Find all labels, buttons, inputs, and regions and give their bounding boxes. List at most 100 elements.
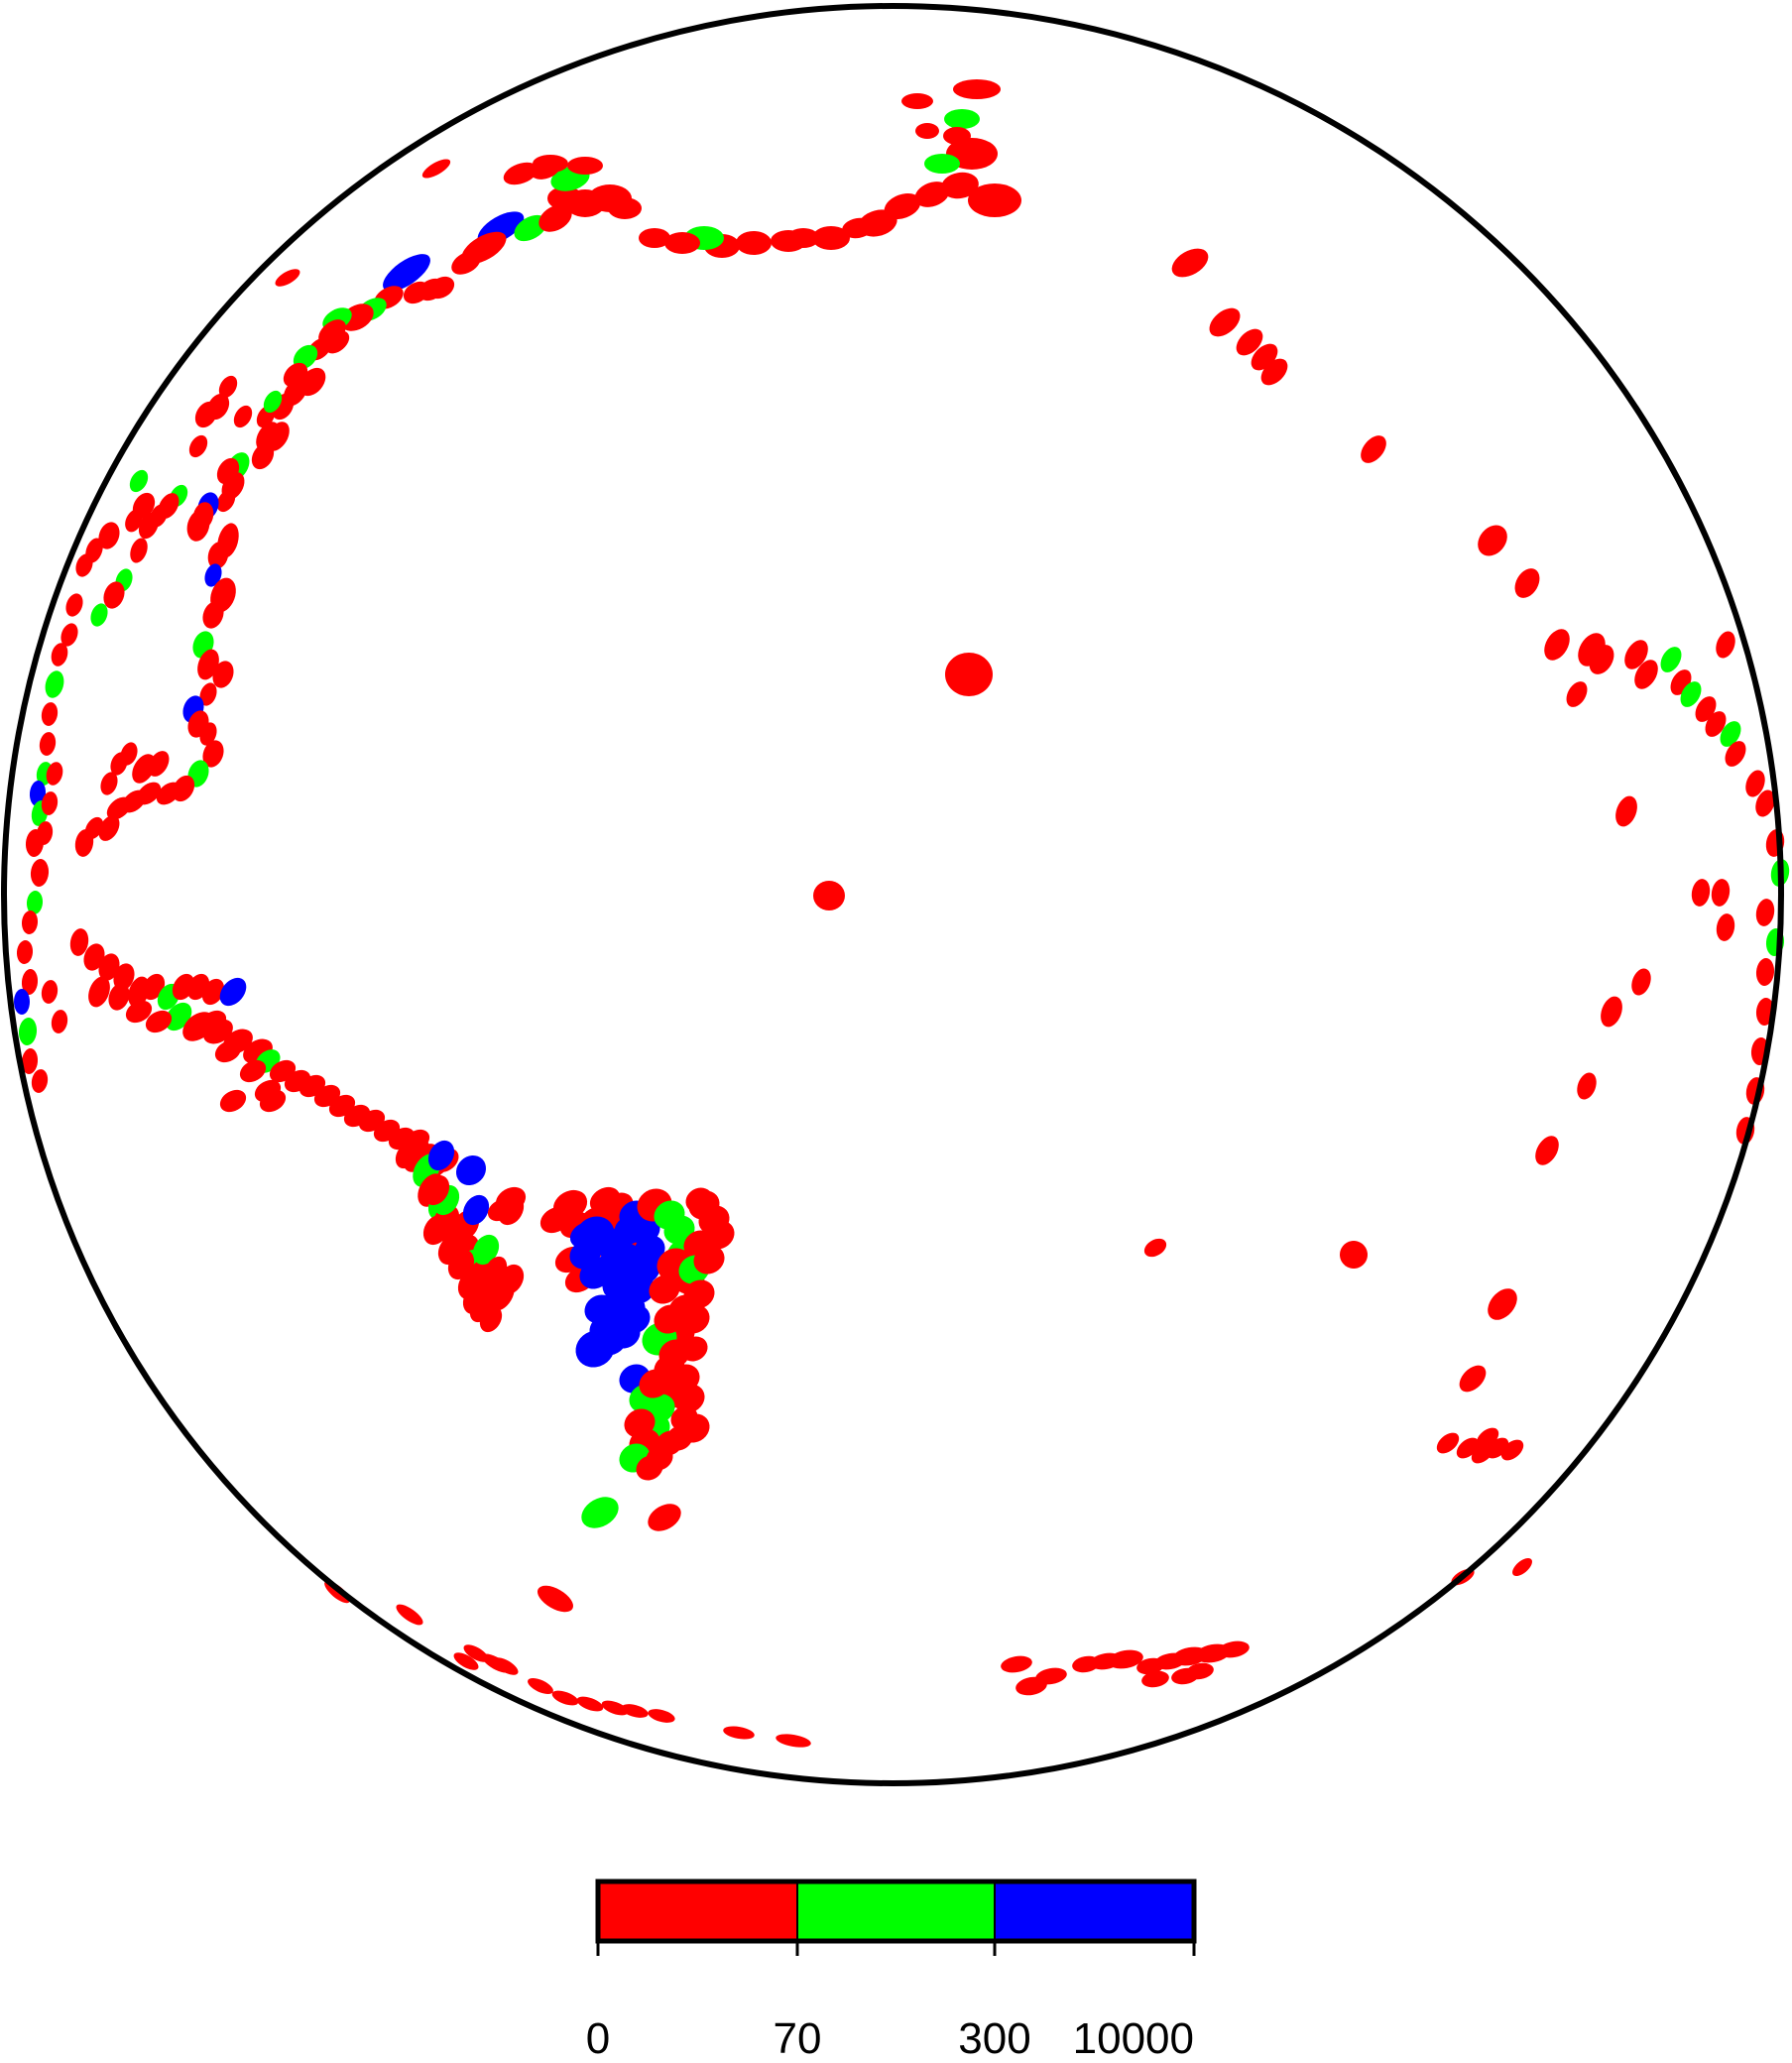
earthquake-marker-shallow (108, 983, 130, 1011)
earthquake-marker-shallow (156, 782, 181, 805)
earthquake-marker-shallow (148, 751, 170, 777)
earthquake-marker-shallow (1624, 640, 1648, 669)
earthquake-marker-intermediate (1660, 647, 1682, 672)
earthquake-marker-shallow (216, 489, 236, 513)
colorbar-segment-0-70 (598, 1881, 797, 1941)
earthquake-marker-shallow (1755, 789, 1775, 817)
earthquake-marker-intermediate (263, 390, 283, 414)
earthquake-marker-shallow (1634, 660, 1658, 689)
earthquake-marker-deep (455, 1154, 487, 1186)
earthquake-marker-shallow (51, 643, 68, 667)
earthquake-marker-shallow (1476, 1427, 1499, 1449)
earthquake-marker-shallow (673, 1384, 705, 1413)
earthquake-marker-shallow (31, 1069, 49, 1093)
earthquake-marker-shallow (194, 401, 218, 428)
earthquake-marker-shallow (494, 1266, 518, 1293)
earthquake-marker-shallow (901, 93, 933, 109)
earthquake-marker-shallow (219, 1089, 247, 1113)
earthquake-marker-shallow (812, 226, 850, 250)
earthquake-marker-shallow (84, 816, 104, 840)
earthquake-marker-shallow (65, 593, 83, 617)
earthquake-marker-intermediate (165, 1002, 192, 1032)
earthquake-marker-intermediate (581, 1497, 619, 1528)
earthquake-marker-shallow (1514, 568, 1540, 598)
earthquake-marker-shallow (658, 1339, 690, 1369)
earthquake-marker-shallow (125, 1000, 153, 1024)
earthquake-marker-shallow (138, 512, 160, 540)
earthquake-marker-shallow (421, 159, 451, 179)
earthquake-marker-shallow (88, 976, 110, 1008)
earthquake-marker-shallow (1015, 1676, 1047, 1696)
earthquake-marker-shallow (648, 1504, 681, 1531)
earthquake-marker-shallow (1186, 1662, 1214, 1680)
earthquake-marker-shallow (941, 172, 979, 199)
earthquake-marker-shallow (576, 1696, 604, 1712)
earthquake-marker-shallow (324, 330, 350, 354)
earthquake-marker-shallow (1535, 1136, 1559, 1165)
earthquake-marker-shallow (538, 204, 572, 232)
earthquake-marker-shallow (1711, 879, 1731, 907)
earthquake-marker-shallow (21, 910, 39, 934)
earthquake-marker-shallow (463, 1644, 489, 1662)
earthquake-marker-shallow (188, 434, 208, 458)
earthquake-marker-shallow (396, 1604, 423, 1626)
earthquake-marker-shallow (214, 1039, 242, 1063)
earthquake-marker-shallow (1143, 1238, 1167, 1258)
globe-outline (1, 3, 1784, 1786)
earthquake-marker-shallow (1716, 631, 1735, 659)
earthquake-marker-shallow (125, 509, 143, 533)
earthquake-marker-shallow (1615, 795, 1637, 827)
earthquake-marker-shallow (624, 1408, 656, 1438)
earthquake-marker-shallow (621, 1704, 649, 1718)
earthquake-marker-intermediate (1720, 721, 1741, 747)
earthquake-marker-intermediate (18, 1018, 38, 1045)
earthquake-marker-shallow (422, 1174, 450, 1206)
earthquake-marker-shallow (395, 1142, 418, 1169)
colorbar-segment-300-10000 (995, 1881, 1194, 1941)
earthquake-marker-shallow (41, 791, 59, 815)
earthquake-marker-shallow (30, 859, 50, 887)
earthquake-marker-shallow (771, 230, 806, 252)
earthquake-marker-shallow (239, 1059, 267, 1083)
earthquake-marker-shallow (487, 1198, 515, 1222)
earthquake-marker-intermediate (924, 154, 960, 174)
earthquake-marker-shallow (46, 762, 63, 786)
earthquake-marker-intermediate (514, 214, 547, 242)
earthquake-marker-deep (29, 781, 47, 806)
earthquake-marker-shallow (945, 653, 993, 696)
earthquake-marker-shallow (186, 510, 210, 542)
earthquake-marker-shallow (453, 1652, 479, 1670)
earthquake-marker-deep (599, 1304, 631, 1334)
earthquake-marker-shallow (199, 722, 217, 746)
earthquake-marker-shallow (145, 1010, 173, 1033)
earthquake-marker-shallow (664, 232, 700, 254)
colorbar-tick-label: 300 (958, 2014, 1030, 2058)
earthquake-marker-shallow (649, 1274, 680, 1304)
earthquake-marker-shallow (953, 79, 1001, 99)
earthquake-marker-shallow (21, 969, 39, 995)
earthquake-marker-shallow (636, 1455, 663, 1481)
earthquake-marker-shallow (639, 1369, 670, 1398)
earthquake-marker-shallow (654, 1304, 685, 1334)
colorbar-tick-label: 0 (586, 2014, 610, 2058)
earthquake-marker-shallow (202, 740, 224, 768)
earthquake-marker-shallow (60, 623, 78, 647)
earthquake-marker-shallow (915, 123, 939, 139)
colorbar-frame (595, 1879, 1197, 1944)
earthquake-marker-shallow (199, 1010, 227, 1033)
earthquake-marker-shallow (132, 754, 156, 784)
earthquake-marker-deep (624, 1274, 656, 1304)
earthquake-marker-shallow (98, 953, 120, 981)
earthquake-marker-shallow (1209, 307, 1241, 337)
earthquake-marker-shallow (528, 1677, 553, 1695)
earthquake-marker-shallow (1577, 1072, 1597, 1100)
earthquake-marker-intermediate (26, 891, 44, 914)
earthquake-marker-shallow (1136, 1657, 1164, 1675)
earthquake-marker-shallow (1340, 1241, 1368, 1269)
earthquake-events (14, 79, 1790, 1748)
earthquake-marker-shallow (106, 796, 132, 820)
earthquake-marker-shallow (69, 928, 89, 956)
earthquake-marker-shallow (648, 1709, 675, 1723)
depth-colorbar: 0 70 300 10000 (586, 1879, 1197, 2063)
